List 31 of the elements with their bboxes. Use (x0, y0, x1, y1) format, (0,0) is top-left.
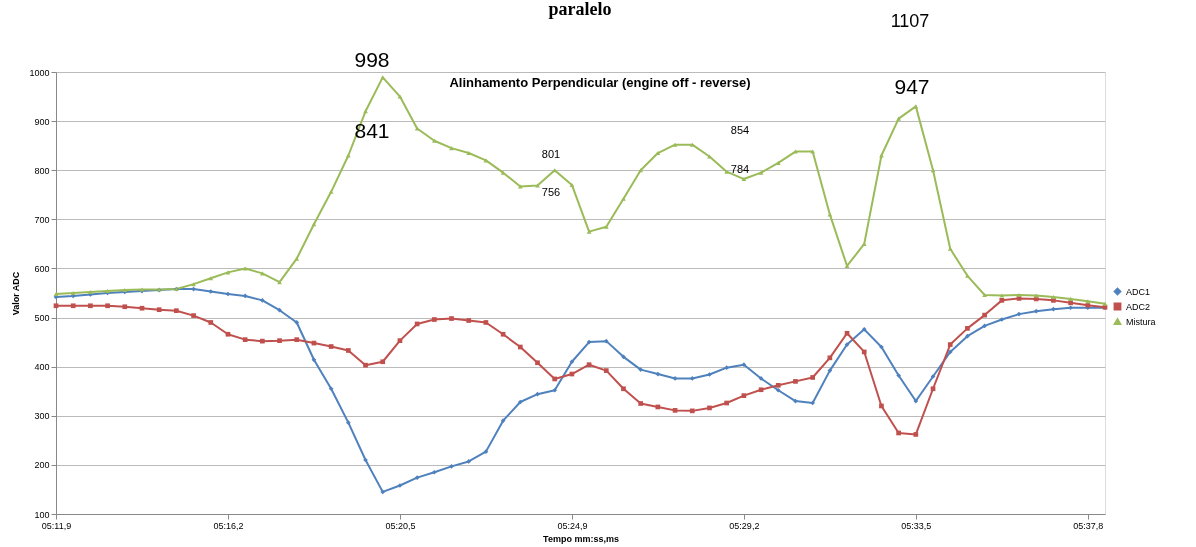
x-axis-title: Tempo mm:ss,ms (543, 533, 619, 544)
y-tick-label: 300 (34, 411, 50, 422)
annotation: 756 (541, 186, 561, 198)
annotation: 947 (894, 75, 930, 98)
y-tick-label: 700 (34, 214, 50, 225)
y-tick-label: 1000 (29, 67, 50, 78)
y-tick-label: 500 (34, 313, 50, 324)
x-tick-label: 05:16,2 (213, 520, 244, 531)
annotation: 854 (730, 124, 750, 136)
y-tick-label: 100 (34, 509, 50, 520)
text: 998 (354, 48, 390, 71)
chart-title: Alinhamento Perpendicular (engine off - reverse) (449, 75, 751, 90)
y-tick-label: 800 (34, 165, 50, 176)
legend-label: ADC2 (1126, 301, 1151, 312)
y-tick-label: 600 (34, 263, 50, 274)
text: paralelo (548, 0, 612, 19)
x-tick-label: 05:29,2 (729, 520, 760, 531)
annotation: 784 (730, 163, 750, 175)
legend-label: Mistura (1126, 316, 1156, 327)
x-tick-label: 05:24,9 (557, 520, 588, 531)
y-axis-title: Valor ADC (11, 271, 22, 316)
x-tick-label: 05:33,5 (901, 520, 932, 531)
text: 1107 (890, 11, 930, 31)
x-tick-label: 05:11,9 (41, 520, 72, 531)
legend-label: ADC1 (1126, 286, 1151, 297)
x-tick-label: 05:20,5 (385, 520, 416, 531)
annotation: 801 (541, 148, 561, 160)
y-tick-label: 900 (34, 116, 50, 127)
y-tick-label: 200 (34, 460, 50, 471)
x-tick-label: 05:37,8 (1073, 520, 1104, 531)
y-tick-label: 400 (34, 362, 50, 373)
